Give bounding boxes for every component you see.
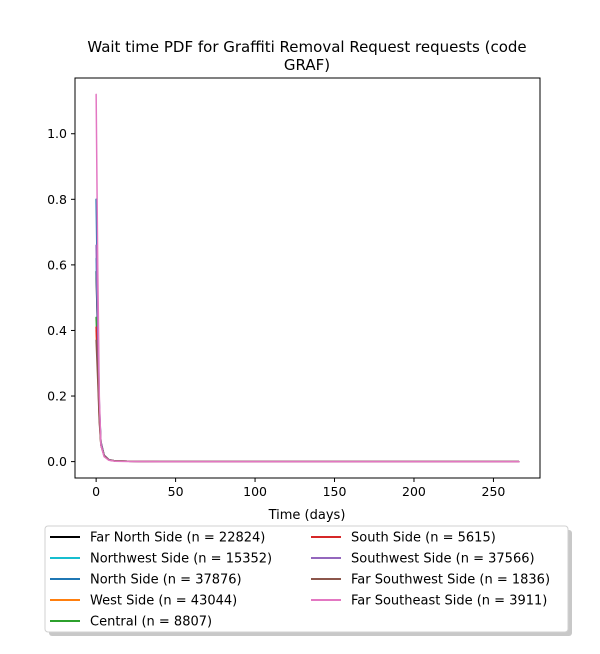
x-tick-label: 0 — [92, 484, 100, 499]
legend-items: Far North Side (n = 22824) Northwest Side… — [50, 531, 550, 630]
legend-label-1: Far North Side (n = 22824) — [90, 531, 265, 546]
chart-title-line-2: GRAF) — [284, 56, 330, 74]
legend-label-8: Far Southwest Side (n = 1836) — [351, 573, 550, 588]
legend: Far North Side (n = 22824) Northwest Side… — [44, 525, 572, 636]
legend-label-6: South Side (n = 5615) — [351, 531, 496, 546]
y-tick-label: 1.0 — [47, 126, 67, 141]
chart-title-line-1: Wait time PDF for Graffiti Removal Reque… — [87, 38, 526, 56]
plot-area — [74, 77, 541, 479]
x-axis-label: Time (days) — [268, 508, 346, 523]
series-line-9 — [95, 93, 520, 463]
x-tick-label: 200 — [402, 484, 426, 499]
legend-box — [44, 525, 569, 633]
x-tick-label: 100 — [243, 484, 267, 499]
x-tick-label: 250 — [482, 484, 506, 499]
x-tick-label: 150 — [323, 484, 347, 499]
y-tick-label: 0.8 — [47, 192, 67, 207]
x-axis-ticks: 0 50 100 150 200 250 — [92, 478, 505, 499]
legend-label-4: West Side (n = 43044) — [90, 594, 237, 609]
legend-label-9: Far Southeast Side (n = 3911) — [351, 594, 547, 609]
y-tick-label: 0.6 — [47, 257, 67, 272]
legend-label-5: Central (n = 8807) — [90, 615, 212, 630]
y-axis-ticks: 0.0 0.2 0.4 0.6 0.8 1.0 — [47, 126, 75, 469]
series-lines — [95, 93, 520, 463]
y-tick-label: 0.0 — [47, 454, 67, 469]
legend-label-2: Northwest Side (n = 15352) — [90, 552, 272, 567]
legend-label-3: North Side (n = 37876) — [90, 573, 242, 588]
legend-label-7: Southwest Side (n = 37566) — [351, 552, 535, 567]
y-tick-label: 0.2 — [47, 389, 67, 404]
x-tick-label: 50 — [168, 484, 184, 499]
y-tick-label: 0.4 — [47, 323, 67, 338]
